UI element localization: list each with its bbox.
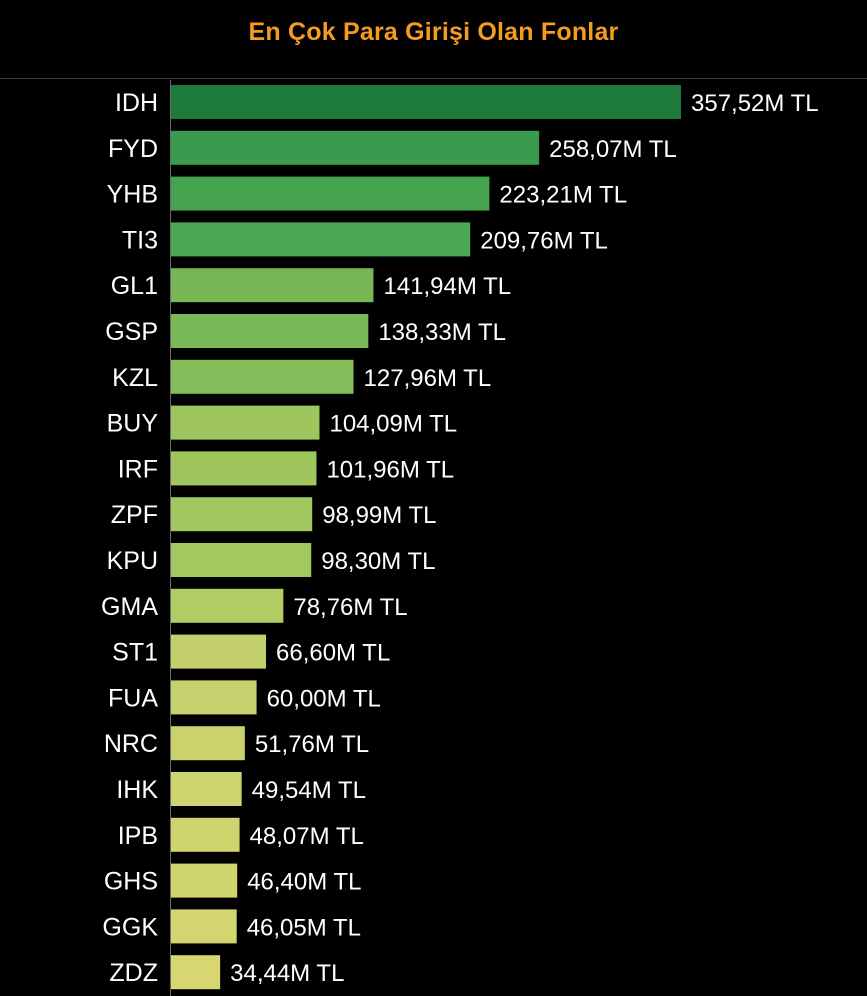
- bar-group: KPU 98,30M TL: [107, 543, 436, 577]
- bar: [171, 359, 354, 394]
- value-label: 104,09M TL: [329, 411, 457, 438]
- category-label: KZL: [112, 364, 158, 392]
- value-label: 101,96M TL: [326, 456, 454, 483]
- category-label: BUY: [107, 410, 159, 438]
- value-label: 357,52M TL: [691, 90, 819, 117]
- category-label: GSP: [105, 318, 158, 346]
- bar: [171, 588, 284, 623]
- category-label: ZPF: [111, 501, 158, 529]
- value-label: 48,07M TL: [250, 823, 364, 850]
- bar-group: GHS 46,40M TL: [104, 863, 361, 898]
- category-label: KPU: [107, 547, 158, 575]
- bar: [171, 497, 313, 532]
- category-label: IHK: [116, 776, 158, 804]
- chart-title: En Çok Para Girişi Olan Fonlar: [248, 18, 619, 46]
- value-label: 258,07M TL: [549, 136, 677, 163]
- bar: [171, 817, 240, 852]
- value-label: 223,21M TL: [499, 182, 627, 209]
- bar-group: GMA 78,76M TL: [101, 588, 408, 623]
- bar: [171, 314, 369, 348]
- bar: [171, 176, 490, 211]
- bar-group: IPB 48,07M TL: [118, 817, 364, 852]
- bar-group: IHK 49,54M TL: [116, 772, 366, 806]
- category-label: GHS: [104, 868, 158, 896]
- bar-group: ST1 66,60M TL: [112, 634, 390, 669]
- category-label: FYD: [108, 135, 158, 163]
- category-label: GMA: [101, 593, 158, 621]
- category-label: FUA: [108, 684, 158, 712]
- bar: [171, 405, 320, 440]
- bar-group: FUA 60,00M TL: [108, 680, 381, 715]
- value-label: 60,00M TL: [267, 685, 381, 712]
- category-label: GGK: [102, 913, 158, 941]
- value-label: 46,40M TL: [247, 869, 361, 896]
- value-label: 127,96M TL: [364, 365, 492, 392]
- category-label: ST1: [112, 639, 158, 667]
- category-label: TI3: [122, 226, 158, 254]
- bar: [171, 909, 237, 944]
- bar-group: ZPF 98,99M TL: [111, 497, 437, 532]
- bar-group: GSP 138,33M TL: [105, 314, 506, 348]
- bar-group: ZDZ 34,44M TL: [109, 955, 344, 990]
- bar: [171, 680, 257, 715]
- value-label: 49,54M TL: [252, 777, 366, 804]
- bar: [171, 726, 245, 761]
- bar: [171, 634, 267, 669]
- value-label: 141,94M TL: [383, 273, 511, 300]
- bar-group: BUY 104,09M TL: [107, 405, 457, 440]
- bar: [171, 772, 242, 806]
- bar-group: YHB 223,21M TL: [107, 176, 627, 211]
- bar: [171, 955, 221, 990]
- bar: [171, 543, 312, 577]
- category-label: IRF: [118, 455, 158, 483]
- bar: [171, 85, 681, 119]
- bar-group: IDH 357,52M TL: [115, 85, 819, 119]
- bar: [171, 451, 317, 486]
- bar: [171, 130, 540, 165]
- category-label: YHB: [107, 181, 158, 209]
- bar: [171, 268, 374, 303]
- value-label: 138,33M TL: [378, 319, 506, 346]
- value-label: 46,05M TL: [247, 914, 361, 941]
- bar: [171, 863, 238, 898]
- bars-layer: IDH 357,52M TL FYD 258,07M TL YHB 223,21M TL T…: [101, 85, 819, 990]
- category-label: GL1: [111, 272, 158, 300]
- value-label: 209,76M TL: [480, 227, 608, 254]
- bar: [171, 222, 471, 257]
- category-label: IDH: [115, 89, 158, 117]
- value-label: 98,30M TL: [321, 548, 435, 575]
- value-label: 66,60M TL: [276, 640, 390, 667]
- category-label: NRC: [104, 730, 158, 758]
- bar-group: FYD 258,07M TL: [108, 130, 677, 165]
- category-label: IPB: [118, 822, 158, 850]
- bar-group: TI3 209,76M TL: [122, 222, 608, 257]
- value-label: 78,76M TL: [293, 594, 407, 621]
- bar-group: IRF 101,96M TL: [118, 451, 454, 486]
- value-label: 51,76M TL: [255, 731, 369, 758]
- value-label: 98,99M TL: [322, 502, 436, 529]
- value-label: 34,44M TL: [230, 960, 344, 987]
- bar-group: KZL 127,96M TL: [112, 359, 492, 394]
- bar-group: GL1 141,94M TL: [111, 268, 511, 303]
- top-divider: [0, 78, 867, 79]
- bar-group: GGK 46,05M TL: [102, 909, 361, 944]
- category-label: ZDZ: [109, 959, 158, 987]
- bar-group: NRC 51,76M TL: [104, 726, 369, 761]
